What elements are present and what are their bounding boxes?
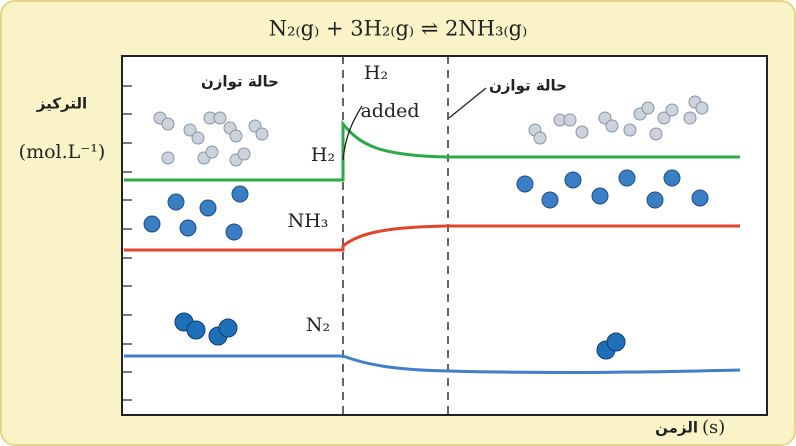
y-axis-label: التركيز xyxy=(36,95,87,113)
axis-ticks xyxy=(122,85,132,401)
nh3-curve xyxy=(124,224,740,252)
equilibrium-label: حالة توازن xyxy=(201,73,279,91)
h2-curve xyxy=(124,119,740,182)
curve-label: H₂ xyxy=(311,144,335,166)
molecules xyxy=(143,95,709,360)
leader-line xyxy=(448,87,487,119)
leader-line xyxy=(342,105,363,161)
y-axis-unit: (mol.L⁻¹) xyxy=(19,141,106,163)
curve-label: NH₃ xyxy=(288,210,329,232)
title: N₂₍g₎ + 3H₂₍g₎ ⇌ 2NH₃₍g₎ xyxy=(269,17,528,41)
x-axis-label: الزمن xyxy=(655,419,698,437)
n2-curve xyxy=(124,354,741,375)
annotation: H₂ xyxy=(364,62,388,84)
equilibrium-label: حالة توازن xyxy=(489,77,567,95)
curve-label: N₂ xyxy=(306,314,330,336)
x-axis-unit: (s) xyxy=(702,417,725,438)
annotation: added xyxy=(360,100,419,122)
